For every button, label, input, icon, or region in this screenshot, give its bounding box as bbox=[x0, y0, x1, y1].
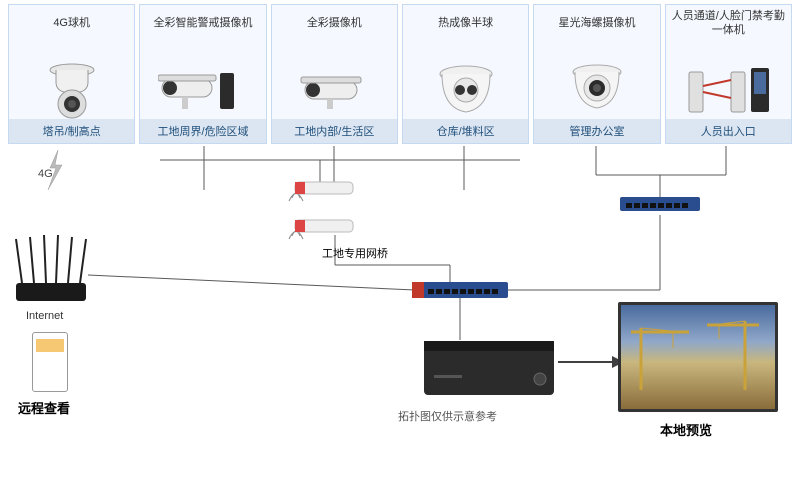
device-title: 4G球机 bbox=[53, 9, 90, 37]
device-location: 塔吊/制高点 bbox=[9, 119, 134, 143]
device-location: 工地内部/生活区 bbox=[272, 119, 397, 143]
poe-switch-small-icon bbox=[620, 195, 700, 220]
internet-label: Internet bbox=[26, 310, 63, 322]
poe-switch-main-icon bbox=[412, 282, 508, 305]
wireless-bridge-2-icon bbox=[275, 218, 355, 241]
device-title: 人员通道/人脸门禁考勤一体机 bbox=[668, 9, 789, 38]
nvr-icon bbox=[424, 335, 554, 406]
fourg-label: 4G bbox=[38, 168, 53, 180]
device-box-color-alert: 全彩智能警戒摄像机 工地周界/危险区域 bbox=[139, 4, 266, 144]
router-icon bbox=[12, 235, 90, 312]
device-location: 工地周界/危险区域 bbox=[140, 119, 265, 143]
device-row: 4G球机 塔吊/制高点 全彩智能警戒摄像机 工地周界/危险区域 bbox=[8, 4, 792, 144]
device-location: 仓库/堆料区 bbox=[403, 119, 528, 143]
wireless-bridge-1-icon bbox=[275, 180, 355, 203]
device-box-thermal: 热成像半球 仓库/堆料区 bbox=[402, 4, 529, 144]
device-title: 热成像半球 bbox=[438, 9, 493, 37]
device-title: 全彩智能警戒摄像机 bbox=[153, 9, 252, 37]
device-title: 星光海螺摄像机 bbox=[558, 9, 635, 37]
bridge-label: 工地专用网桥 bbox=[322, 245, 388, 261]
monitor-icon bbox=[618, 302, 778, 412]
phone-icon bbox=[32, 332, 68, 392]
device-title: 全彩摄像机 bbox=[307, 9, 362, 37]
device-box-color-cam: 全彩摄像机 工地内部/生活区 bbox=[271, 4, 398, 144]
local-preview-label: 本地预览 bbox=[660, 420, 712, 439]
device-box-4g-ptz: 4G球机 塔吊/制高点 bbox=[8, 4, 135, 144]
device-box-starlight: 星光海螺摄像机 管理办公室 bbox=[533, 4, 660, 144]
device-location: 人员出入口 bbox=[666, 119, 791, 143]
device-box-access: 人员通道/人脸门禁考勤一体机 人员出入口 bbox=[665, 4, 792, 144]
topology-note: 拓扑图仅供示意参考 bbox=[398, 408, 497, 424]
device-location: 管理办公室 bbox=[534, 119, 659, 143]
remote-view-label: 远程查看 bbox=[18, 398, 70, 417]
